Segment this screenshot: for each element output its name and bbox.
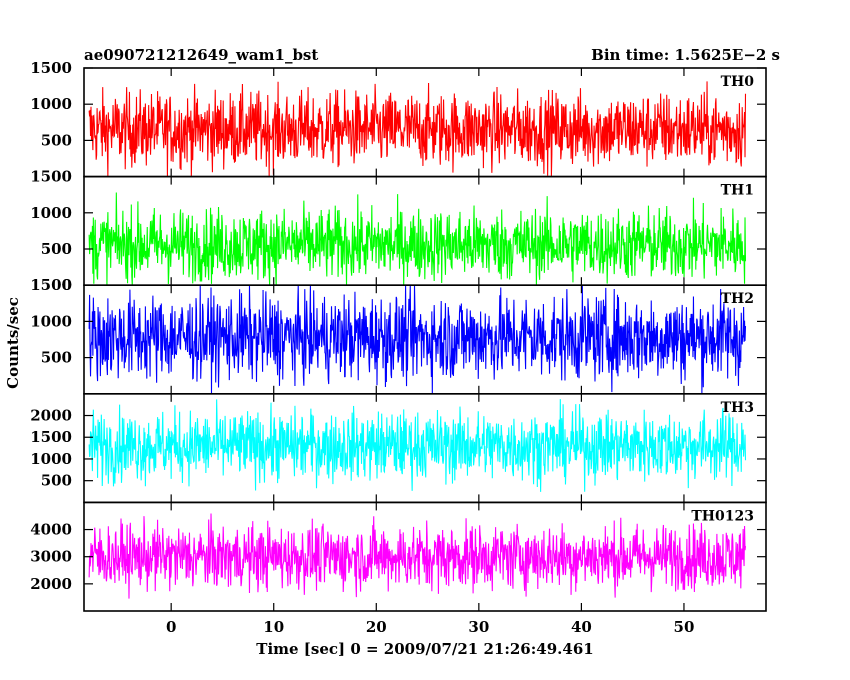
y-axis-title: Counts/sec bbox=[4, 297, 22, 389]
y-tick-label: 500 bbox=[41, 240, 72, 258]
series-trace-th1 bbox=[88, 192, 747, 286]
panel-label-th0123: TH0123 bbox=[691, 508, 754, 524]
panel-label-th3: TH3 bbox=[721, 400, 754, 416]
x-axis-title: Time [sec] 0 = 2009/07/21 21:26:49.461 bbox=[256, 640, 593, 658]
y-tick-label: 1500 bbox=[30, 59, 72, 77]
series-trace-th3 bbox=[88, 399, 747, 492]
series-trace-th2 bbox=[88, 285, 747, 394]
y-tick-label: 1500 bbox=[30, 276, 72, 294]
bin-time-label: Bin time: 1.5625E−2 s bbox=[591, 46, 780, 64]
y-tick-label: 1000 bbox=[30, 312, 72, 330]
chart-title: ae090721212649_wam1_bst bbox=[84, 46, 318, 64]
panel-th0123: 2000 3000 4000 TH0123 bbox=[30, 501, 767, 612]
series-trace-th0123 bbox=[88, 513, 747, 599]
panel-label-th2: TH2 bbox=[721, 291, 754, 307]
x-tick-label: 30 bbox=[468, 618, 489, 636]
x-tick-label: 0 bbox=[166, 618, 176, 636]
y-tick-label: 1000 bbox=[30, 450, 72, 468]
y-tick-label: 1000 bbox=[30, 204, 72, 222]
x-tick-label: 20 bbox=[366, 618, 387, 636]
y-tick-label: 500 bbox=[41, 472, 72, 490]
panel-th2: 500 1000 1500 TH2 bbox=[30, 276, 767, 395]
panel-label-th0: TH0 bbox=[721, 74, 755, 90]
y-tick-label: 2000 bbox=[30, 575, 72, 593]
x-axis: 0 10 20 30 40 50 bbox=[166, 618, 694, 636]
x-tick-label: 50 bbox=[674, 618, 695, 636]
panel-th3: 500 1000 1500 2000 TH3 bbox=[30, 392, 767, 504]
y-tick-label: 0 bbox=[62, 276, 72, 294]
x-tick-label: 40 bbox=[571, 618, 592, 636]
panel-th0: 500 1000 1500 TH0 bbox=[30, 59, 767, 178]
panels-group: 500 1000 1500 TH0 0 500 1000 1500 TH1 500 1000 1500… bbox=[30, 59, 767, 612]
y-tick-label: 2000 bbox=[30, 407, 72, 425]
x-tick-label: 10 bbox=[263, 618, 284, 636]
y-tick-label: 500 bbox=[41, 349, 72, 367]
y-tick-label: 1500 bbox=[30, 428, 72, 446]
series-trace-th0 bbox=[88, 81, 747, 177]
y-tick-label: 500 bbox=[41, 131, 72, 149]
y-tick-label: 1000 bbox=[30, 95, 72, 113]
panel-th1: 0 500 1000 1500 TH1 bbox=[30, 168, 767, 294]
panel-label-th1: TH1 bbox=[721, 183, 754, 199]
y-tick-label: 4000 bbox=[30, 521, 72, 539]
y-tick-label: 1500 bbox=[30, 168, 72, 186]
y-tick-label: 3000 bbox=[30, 548, 72, 566]
